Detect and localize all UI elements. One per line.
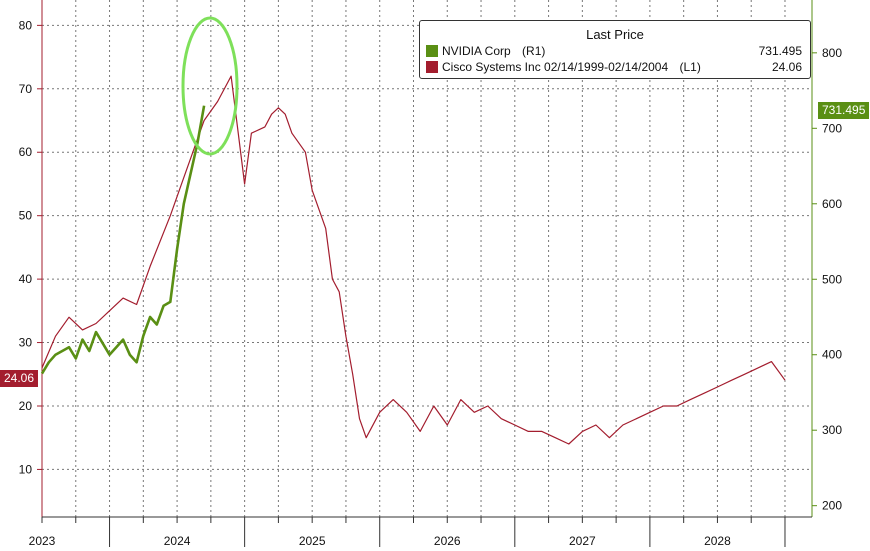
- series-line-cisco: [41, 75, 786, 445]
- right-tick-label: 400: [822, 348, 842, 362]
- right-tick-label: 300: [822, 423, 842, 437]
- left-tick-label: 10: [19, 462, 33, 476]
- legend-entry-nvidia: NVIDIA Corp (R1) 731.495: [426, 44, 802, 60]
- right-tick-label: 800: [822, 46, 842, 60]
- series-lines: [40, 75, 786, 445]
- x-tick-label: 2026: [434, 534, 461, 548]
- left-tick-label: 20: [19, 399, 33, 413]
- tick-labels: 10 20 30 40 50 60 70 80 200 300 400 500 600 700 800 202…: [19, 18, 843, 548]
- x-tick-label: 2027: [569, 534, 596, 548]
- x-tick-label: 2025: [299, 534, 326, 548]
- legend-entry-cisco: Cisco Systems Inc 02/14/1999-02/14/2004 …: [426, 60, 802, 76]
- left-tick-label: 30: [19, 336, 33, 350]
- right-tick-label: 600: [822, 197, 842, 211]
- left-tick-label: 60: [19, 145, 33, 159]
- right-tick-label: 700: [822, 121, 842, 135]
- legend-label-cisco: Cisco Systems Inc 02/14/1999-02/14/2004: [442, 60, 669, 74]
- x-tick-label: 2024: [164, 534, 191, 548]
- legend-value-cisco: 24.06: [771, 60, 802, 74]
- left-tick-label: 80: [19, 18, 33, 32]
- legend-axis-cisco: (L1): [679, 60, 701, 74]
- x-tick-label: 2023: [29, 534, 56, 548]
- left-tick-label: 50: [19, 209, 33, 223]
- right-tick-label: 500: [822, 272, 842, 286]
- legend-value-nvidia: 731.495: [758, 44, 802, 58]
- last-value-label-right: 731.495: [818, 102, 870, 119]
- legend-axis-nvidia: (R1): [522, 44, 546, 58]
- left-tick-label: 40: [19, 272, 33, 286]
- legend-label-nvidia: NVIDIA Corp: [442, 44, 511, 58]
- highlight-ellipse: [181, 16, 239, 156]
- legend-swatch-cisco: [426, 61, 438, 73]
- legend-swatch-nvidia: [426, 45, 438, 57]
- series-line-nvidia: [40, 105, 206, 375]
- legend-title: Last Price: [586, 27, 644, 42]
- x-tick-label: 2028: [704, 534, 731, 548]
- left-tick-label: 70: [19, 82, 33, 96]
- legend: Last Price NVIDIA Corp (R1) 731.495 Cisc…: [419, 20, 811, 79]
- last-value-label-left: 24.06: [0, 370, 39, 387]
- right-tick-label: 200: [822, 499, 842, 513]
